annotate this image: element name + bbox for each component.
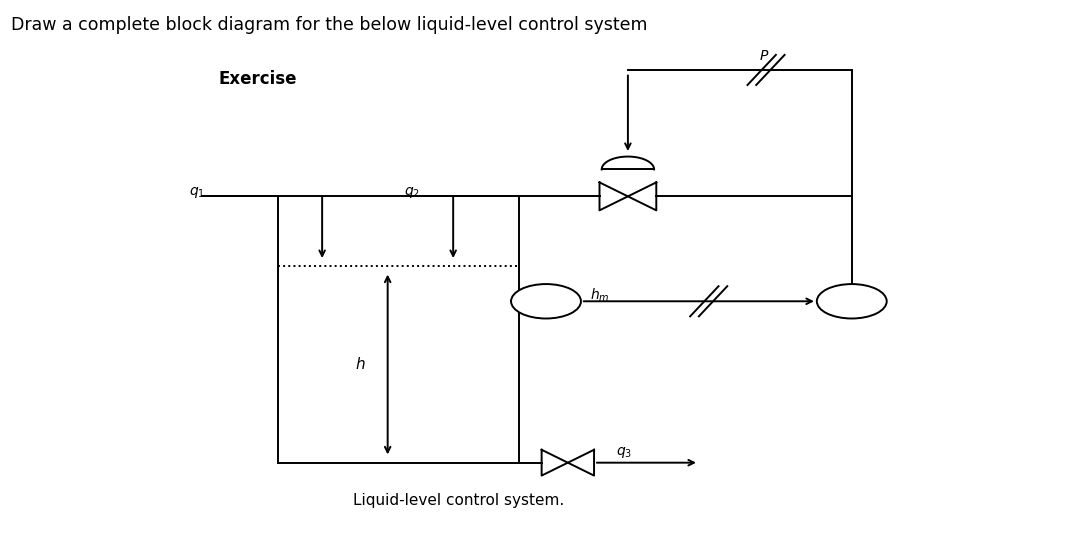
Circle shape	[817, 284, 887, 318]
Text: $q_1$: $q_1$	[189, 185, 205, 200]
Text: $q_2$: $q_2$	[404, 185, 420, 200]
Text: LT: LT	[539, 295, 553, 308]
Text: $h_m$: $h_m$	[590, 286, 609, 303]
Text: $h$: $h$	[355, 357, 366, 372]
Text: $q_3$: $q_3$	[616, 445, 632, 461]
Text: Draw a complete block diagram for the below liquid-level control system: Draw a complete block diagram for the be…	[11, 16, 648, 34]
Circle shape	[511, 284, 581, 318]
Text: Exercise: Exercise	[218, 70, 297, 88]
Text: Liquid-level control system.: Liquid-level control system.	[353, 493, 565, 508]
Text: $P$: $P$	[759, 49, 769, 63]
Text: LC: LC	[844, 295, 859, 308]
